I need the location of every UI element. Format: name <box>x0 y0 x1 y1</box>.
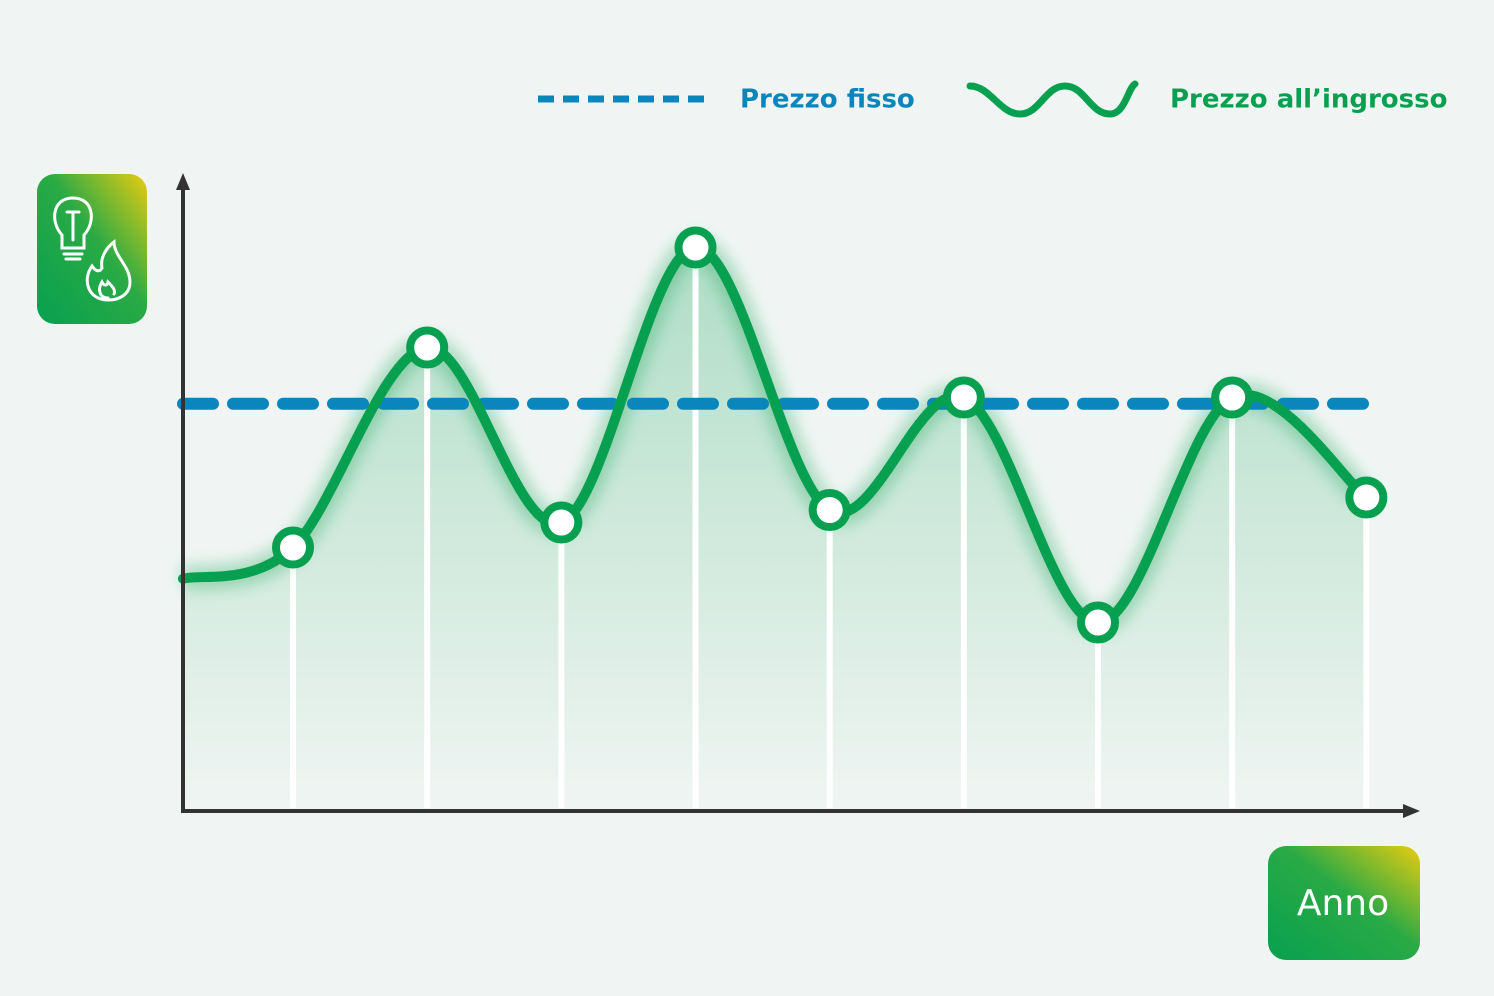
area <box>183 247 1367 810</box>
x-axis-label: Anno <box>1297 883 1389 924</box>
x-axis-arrow <box>1403 804 1420 818</box>
point-marker <box>272 526 315 569</box>
y-axis-icon <box>37 174 147 324</box>
legend-label: Prezzo fisso <box>740 85 915 115</box>
y-axis-arrow <box>176 173 190 190</box>
point-marker <box>674 226 717 269</box>
point-marker <box>406 326 449 369</box>
legend-label: Prezzo all’ingrosso <box>1170 85 1447 115</box>
x-label-box <box>1268 846 1420 960</box>
point-marker <box>540 501 583 544</box>
point-marker <box>1077 601 1120 644</box>
point-marker <box>942 376 985 419</box>
plot <box>177 226 1388 810</box>
point-marker <box>808 489 851 531</box>
wholesale-price-line <box>178 242 1372 628</box>
point-marker <box>1345 476 1388 519</box>
point-marker <box>1211 376 1254 419</box>
legend-wave-icon <box>966 80 1139 118</box>
